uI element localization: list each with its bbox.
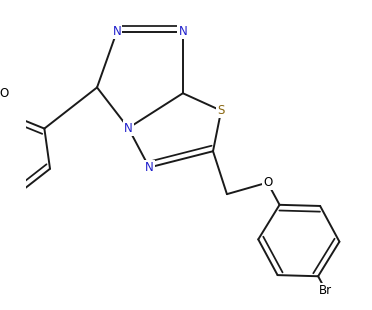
- Text: N: N: [145, 161, 154, 174]
- Text: O: O: [263, 176, 272, 189]
- Text: N: N: [179, 25, 187, 38]
- Text: Br: Br: [319, 284, 333, 297]
- Text: O: O: [0, 87, 9, 100]
- Text: N: N: [112, 25, 121, 38]
- Text: N: N: [124, 122, 133, 135]
- Text: S: S: [218, 104, 225, 117]
